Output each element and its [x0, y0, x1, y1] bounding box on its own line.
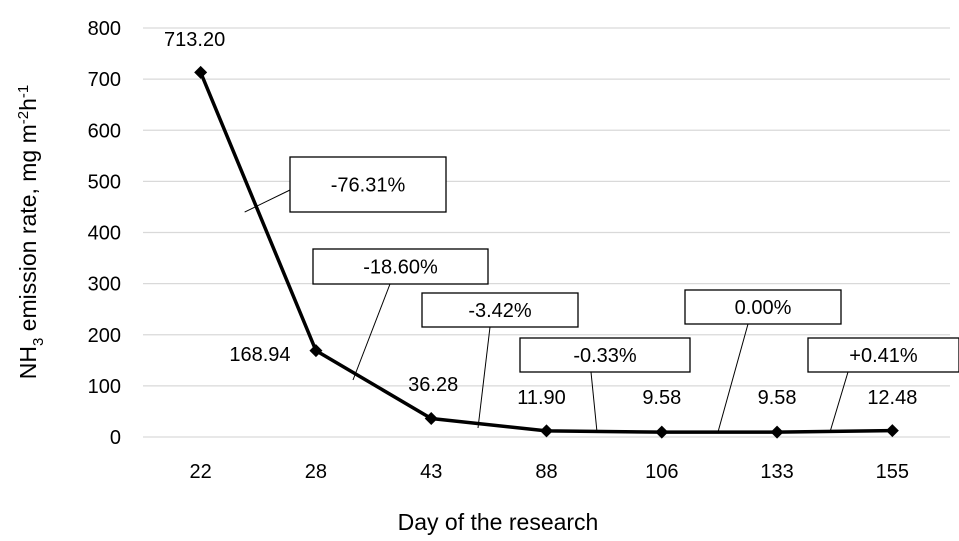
data-label: 9.58 — [758, 387, 797, 409]
callout-leader-line — [717, 323, 749, 433]
callout-box — [312, 248, 489, 285]
callout-box — [519, 337, 691, 373]
data-label: 9.58 — [642, 387, 681, 409]
callout-leader-line — [352, 283, 391, 381]
data-labels: 713.20 168.94 36.28 11.90 9.58 9.58 12.48 — [164, 29, 917, 409]
callout-label: -76.31% — [331, 175, 406, 197]
y-axis-title-part: h — [15, 98, 41, 111]
callout-label: -3.42% — [468, 300, 532, 322]
data-point-marker — [424, 411, 438, 425]
callout-leader-lines — [244, 189, 849, 433]
callout-label: -0.33% — [573, 345, 637, 367]
data-point-marker — [309, 344, 323, 358]
y-axis-title-part: emission rate, mg m — [15, 124, 41, 337]
callout-leader-line — [477, 326, 491, 429]
data-point-marker — [540, 424, 553, 438]
data-label: 168.94 — [229, 344, 290, 366]
series-line — [199, 71, 893, 434]
x-axis-ticks: 22 28 43 88 106 133 155 — [190, 461, 910, 483]
callout-box — [289, 156, 447, 213]
y-tick-label: 800 — [88, 18, 121, 40]
data-point-marker — [770, 425, 784, 439]
data-point-marker — [885, 424, 899, 438]
series-markers — [194, 65, 899, 439]
x-tick-label: 43 — [420, 461, 442, 483]
callout-box — [684, 289, 842, 325]
callout-leader-line — [590, 371, 598, 433]
y-axis-ticks: 0 100 200 300 400 500 600 700 800 — [88, 18, 121, 449]
data-point-marker — [655, 425, 669, 439]
y-tick-label: 700 — [88, 69, 121, 91]
callout-label: 0.00% — [735, 297, 792, 319]
y-tick-label: 400 — [88, 223, 121, 245]
data-point-marker — [194, 65, 208, 79]
x-tick-label: 155 — [876, 461, 909, 483]
y-axis-title-superscript: -2 — [15, 111, 32, 124]
series-line-path — [199, 71, 893, 434]
data-label: 11.90 — [517, 387, 566, 409]
callout-label: +0.41% — [849, 345, 918, 367]
y-tick-label: 0 — [110, 427, 121, 449]
x-tick-label: 133 — [760, 461, 793, 483]
y-tick-label: 600 — [88, 120, 121, 142]
y-axis-title-subscript: 3 — [30, 338, 47, 346]
x-tick-label: 28 — [305, 461, 327, 483]
x-tick-label: 106 — [645, 461, 678, 483]
data-label: 12.48 — [867, 387, 917, 409]
gridlines — [143, 27, 950, 438]
y-tick-label: 300 — [88, 274, 121, 296]
y-axis-title: NH3 emission rate, mg m-2h-1 — [15, 85, 47, 380]
data-label: 713.20 — [164, 29, 225, 51]
callout-label: -18.60% — [363, 257, 438, 279]
x-tick-label: 88 — [535, 461, 557, 483]
y-axis-title-part: NH — [15, 346, 41, 379]
x-axis-title: Day of the research — [398, 509, 599, 535]
y-tick-label: 500 — [88, 171, 121, 193]
y-tick-label: 100 — [88, 376, 121, 398]
y-axis-title-superscript: -1 — [15, 85, 32, 98]
callout-box — [421, 292, 579, 328]
x-tick-label: 22 — [190, 461, 212, 483]
percent-change-callouts: -76.31% -18.60% -3.42% -0.33% 0.00% +0.41% — [289, 156, 959, 373]
y-tick-label: 200 — [88, 325, 121, 347]
data-label: 36.28 — [408, 374, 458, 396]
callout-leader-line — [244, 189, 291, 213]
callout-leader-line — [829, 371, 849, 433]
callout-box — [807, 337, 959, 373]
